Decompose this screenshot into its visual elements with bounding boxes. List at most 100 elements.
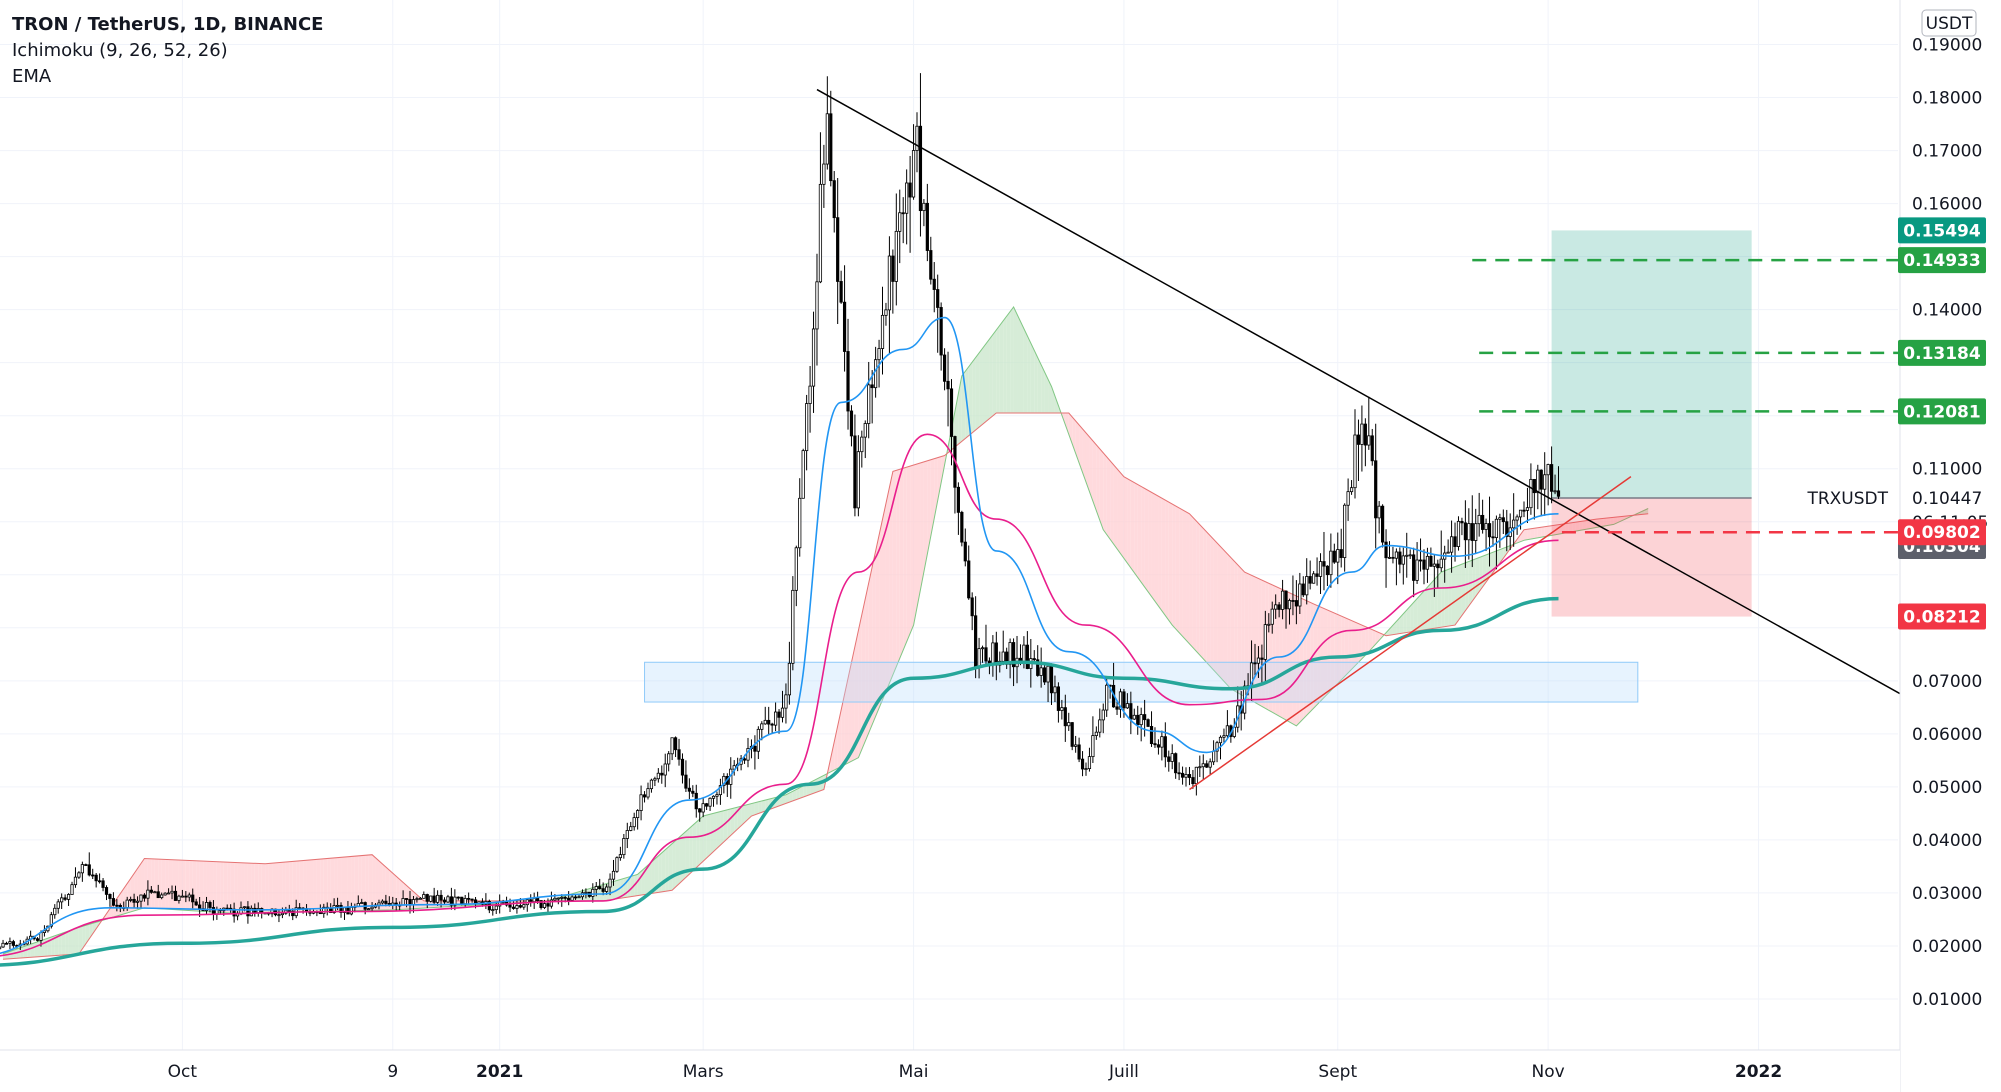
ichimoku-legend[interactable]: Ichimoku (9, 26, 52, 26): [12, 40, 228, 61]
cloud-segment: [316, 859, 321, 912]
candle-body: [1522, 509, 1526, 512]
cloud-segment: [1330, 611, 1335, 691]
candle-body: [815, 281, 819, 330]
candle-body: [1494, 518, 1499, 539]
cloud-segment: [306, 859, 310, 912]
cloud-segment: [351, 856, 355, 911]
candle-body: [715, 794, 719, 797]
cloud-segment: [1299, 597, 1304, 723]
cloud-segment: [285, 861, 290, 912]
cloud-segment: [1303, 599, 1307, 719]
symbol-title[interactable]: TRON / TetherUS, 1D, BINANCE: [12, 14, 324, 35]
candle-body: [877, 348, 881, 361]
candle-body: [4, 942, 9, 945]
cloud-segment: [1258, 578, 1262, 707]
cloud-segment: [699, 816, 704, 865]
cloud-segment: [1227, 553, 1231, 689]
candle-body: [546, 903, 550, 907]
candle-body: [1429, 555, 1433, 567]
candle-body: [1491, 536, 1495, 539]
candle-body: [1277, 604, 1281, 610]
cloud-segment: [1220, 546, 1224, 682]
cloud-segment: [1120, 472, 1124, 559]
time-tick-label: Juill: [1108, 1062, 1139, 1082]
candle-body: [694, 792, 698, 810]
cloud-segment: [275, 862, 279, 913]
cloud-segment: [1524, 529, 1528, 541]
candle-body: [160, 894, 164, 899]
candle-body: [891, 255, 895, 282]
candle-body: [1432, 563, 1436, 567]
candle-body: [115, 904, 119, 907]
cloud-segment: [744, 804, 749, 823]
time-tick-label: Oct: [168, 1062, 198, 1082]
candle-body: [887, 255, 892, 311]
candle-body: [377, 902, 381, 906]
time-axis[interactable]: aoûtOct92021MarsMaiJuillSeptNov2022: [0, 1049, 1900, 1092]
last-price-label: 0.10447: [1912, 489, 1982, 509]
cloud-segment: [1475, 557, 1480, 597]
target-lines[interactable]: [1472, 258, 1898, 534]
candle-body: [1301, 583, 1305, 596]
candle-body: [960, 511, 964, 543]
cloud-segment: [1327, 609, 1331, 695]
cloud-segment: [1192, 517, 1197, 652]
cloud-segment: [1103, 452, 1107, 535]
ema-legend[interactable]: EMA: [12, 66, 52, 87]
candle-body: [1481, 514, 1485, 530]
price-badge-text: 0.14933: [1903, 251, 1980, 271]
trendlines[interactable]: [816, 88, 1949, 791]
candle-body: [591, 888, 595, 897]
cloud-segment: [347, 856, 352, 911]
long-position-box[interactable]: [1551, 230, 1752, 617]
candle-body: [1143, 714, 1147, 721]
candle-body: [1463, 522, 1467, 541]
candle-body: [339, 904, 343, 913]
candle-body: [170, 890, 174, 894]
cloud-segment: [603, 883, 607, 901]
candle-body: [1067, 722, 1071, 727]
candle-body: [1084, 768, 1088, 770]
cloud-segment: [848, 662, 852, 764]
candle-body: [194, 901, 198, 906]
cloud-segment: [889, 471, 893, 684]
candle-body: [1184, 774, 1188, 778]
candle-body: [1360, 423, 1364, 445]
cloud-segment: [813, 778, 817, 794]
cloud-segment: [954, 393, 959, 447]
cloud-segment: [761, 800, 766, 813]
cloud-segment: [1348, 619, 1352, 673]
candle-body: [667, 753, 671, 765]
candle-body: [80, 864, 84, 874]
candle-body: [1501, 517, 1505, 523]
cloud-segment: [703, 815, 707, 862]
chart-legend[interactable]: TRON / TetherUS, 1D, BINANCE Ichimoku (9…: [12, 12, 323, 90]
cloud-segment: [1172, 504, 1176, 629]
cloud-segment: [716, 811, 721, 849]
candle-body: [287, 909, 291, 912]
price-tick-label: 0.16000: [1912, 195, 1982, 215]
candle-body: [277, 914, 281, 917]
cloud-segment: [996, 325, 1000, 414]
candle-body: [1374, 460, 1378, 519]
candle-body: [636, 810, 640, 819]
cloud-segment: [906, 466, 911, 642]
cloud-segment: [1127, 478, 1131, 568]
cloud-segment: [54, 934, 59, 956]
cloud-segment: [879, 519, 883, 708]
cloud-segment: [1496, 549, 1500, 568]
candle-body: [818, 183, 823, 283]
cloud-segment: [1137, 484, 1142, 583]
candle-body: [787, 662, 791, 696]
candle-body: [863, 423, 867, 438]
cloud-segment: [296, 860, 300, 912]
candle-body: [1398, 551, 1402, 565]
time-tick-label: 2022: [1735, 1062, 1782, 1082]
candle-body: [187, 894, 191, 898]
cloud-segment: [358, 855, 362, 911]
time-tick-label: Mai: [899, 1062, 929, 1082]
cloud-segment: [917, 462, 921, 608]
candle-body: [418, 897, 422, 900]
